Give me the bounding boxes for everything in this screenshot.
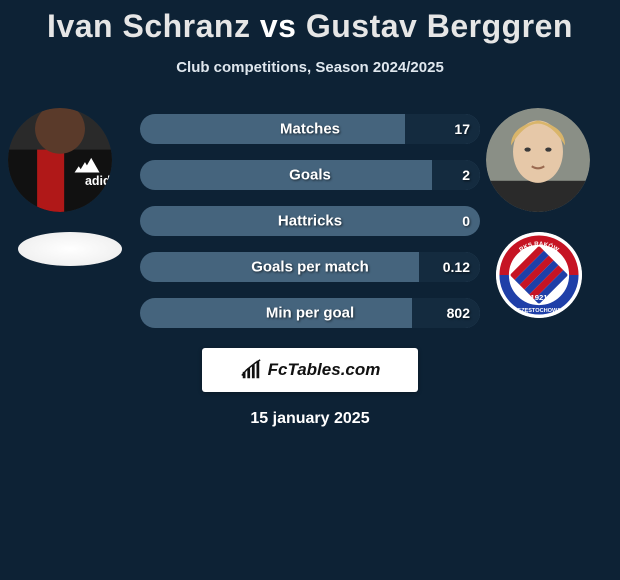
page-title: Ivan Schranz vs Gustav Berggren xyxy=(0,8,620,45)
vs-separator: vs xyxy=(260,8,297,44)
svg-text:adidas: adidas xyxy=(85,174,112,188)
stat-label: Matches xyxy=(280,121,340,138)
stat-label: Goals xyxy=(289,167,331,184)
stat-row: Goals per match 0.12 xyxy=(140,252,480,282)
player2-club-badge: 1921 RKS RAKÓW CZĘSTOCHOWA xyxy=(496,232,582,318)
player2-avatar xyxy=(486,108,590,212)
stat-value-right: 2 xyxy=(462,167,470,183)
player1-club-badge xyxy=(18,232,122,266)
player1-name: Ivan Schranz xyxy=(47,8,250,44)
stat-value-right: 0.12 xyxy=(443,259,470,275)
stat-value-right: 0 xyxy=(462,213,470,229)
stats-bars: Matches 17 Goals 2 Hattricks 0 Goals per match… xyxy=(140,114,480,328)
svg-text:1921: 1921 xyxy=(530,293,548,302)
chart-icon xyxy=(240,359,262,381)
player2-avatar-svg xyxy=(486,108,590,212)
stat-value-right: 17 xyxy=(454,121,470,137)
club-rakow-icon: 1921 RKS RAKÓW CZĘSTOCHOWA xyxy=(496,232,582,318)
stat-label: Goals per match xyxy=(251,259,369,276)
date-label: 15 january 2025 xyxy=(0,410,620,428)
player1-avatar: adidas xyxy=(8,108,112,212)
main-content: adidas xyxy=(0,114,620,428)
stat-row: Hattricks 0 xyxy=(140,206,480,236)
stat-row: Goals 2 xyxy=(140,160,480,190)
stat-value-right: 802 xyxy=(447,305,470,321)
stat-label: Hattricks xyxy=(278,213,342,230)
stat-label: Min per goal xyxy=(266,305,354,322)
comparison-card: Ivan Schranz vs Gustav Berggren Club com… xyxy=(0,0,620,580)
stat-row: Matches 17 xyxy=(140,114,480,144)
bar-right-fill xyxy=(432,160,480,190)
player2-name: Gustav Berggren xyxy=(306,8,573,44)
player1-avatar-svg: adidas xyxy=(8,108,112,212)
source-badge[interactable]: FcTables.com xyxy=(202,348,418,392)
svg-text:CZĘSTOCHOWA: CZĘSTOCHOWA xyxy=(517,308,561,314)
subtitle: Club competitions, Season 2024/2025 xyxy=(0,59,620,76)
stat-row: Min per goal 802 xyxy=(140,298,480,328)
source-text: FcTables.com xyxy=(268,360,381,380)
